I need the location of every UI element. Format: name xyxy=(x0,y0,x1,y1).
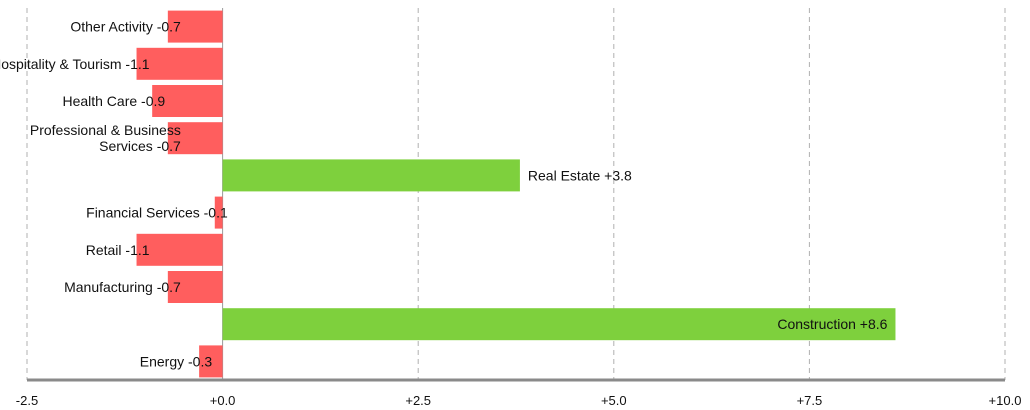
bar-hospitality-and-tourism xyxy=(136,47,223,80)
bar-other-activity xyxy=(167,10,223,43)
bar-label-hospitality-and-tourism: Hospitality & Tourism -1.1 xyxy=(0,56,150,72)
bar-construction xyxy=(222,308,896,341)
x-tick-label: +7.5 xyxy=(797,393,823,408)
bar-retail xyxy=(136,233,223,266)
bar-label-manufacturing: Manufacturing -0.7 xyxy=(64,279,181,295)
bar-label-financial-services: Financial Services -0.1 xyxy=(86,205,228,221)
bar-label-construction: Construction +8.6 xyxy=(777,316,887,332)
bars xyxy=(136,10,896,378)
x-tick-label: +2.5 xyxy=(405,393,431,408)
x-tick-label: -2.5 xyxy=(16,393,38,408)
bar-real-estate xyxy=(222,159,520,192)
x-tick-label: +10.0 xyxy=(989,393,1022,408)
bar-label-health-care: Health Care -0.9 xyxy=(62,93,165,109)
bar-manufacturing xyxy=(167,271,223,303)
bar-professional-and-business-services xyxy=(167,122,223,155)
x-axis: -2.5 +0.0 +2.5 +5.0 +7.5 +10.0 xyxy=(16,378,1022,408)
bar-energy xyxy=(199,345,223,378)
bar-label-other-activity: Other Activity -0.7 xyxy=(70,19,181,35)
bar-financial-services xyxy=(214,196,223,229)
bar-label-real-estate: Real Estate +3.8 xyxy=(528,167,632,183)
x-tick-label: +0.0 xyxy=(210,393,236,408)
bar-labels: Other Activity -0.7 Hospitality & Tourism… xyxy=(0,19,888,370)
bar-label-professional-and-business-services-line-2: Services -0.7 xyxy=(99,138,181,154)
bar-label-retail: Retail -1.1 xyxy=(86,242,150,258)
x-tick-label: +5.0 xyxy=(601,393,627,408)
bar-health-care xyxy=(152,85,223,117)
bar-label-energy: Energy -0.3 xyxy=(140,353,213,369)
bar-label-professional-and-business-services-line-1: Professional & Business xyxy=(30,122,181,138)
